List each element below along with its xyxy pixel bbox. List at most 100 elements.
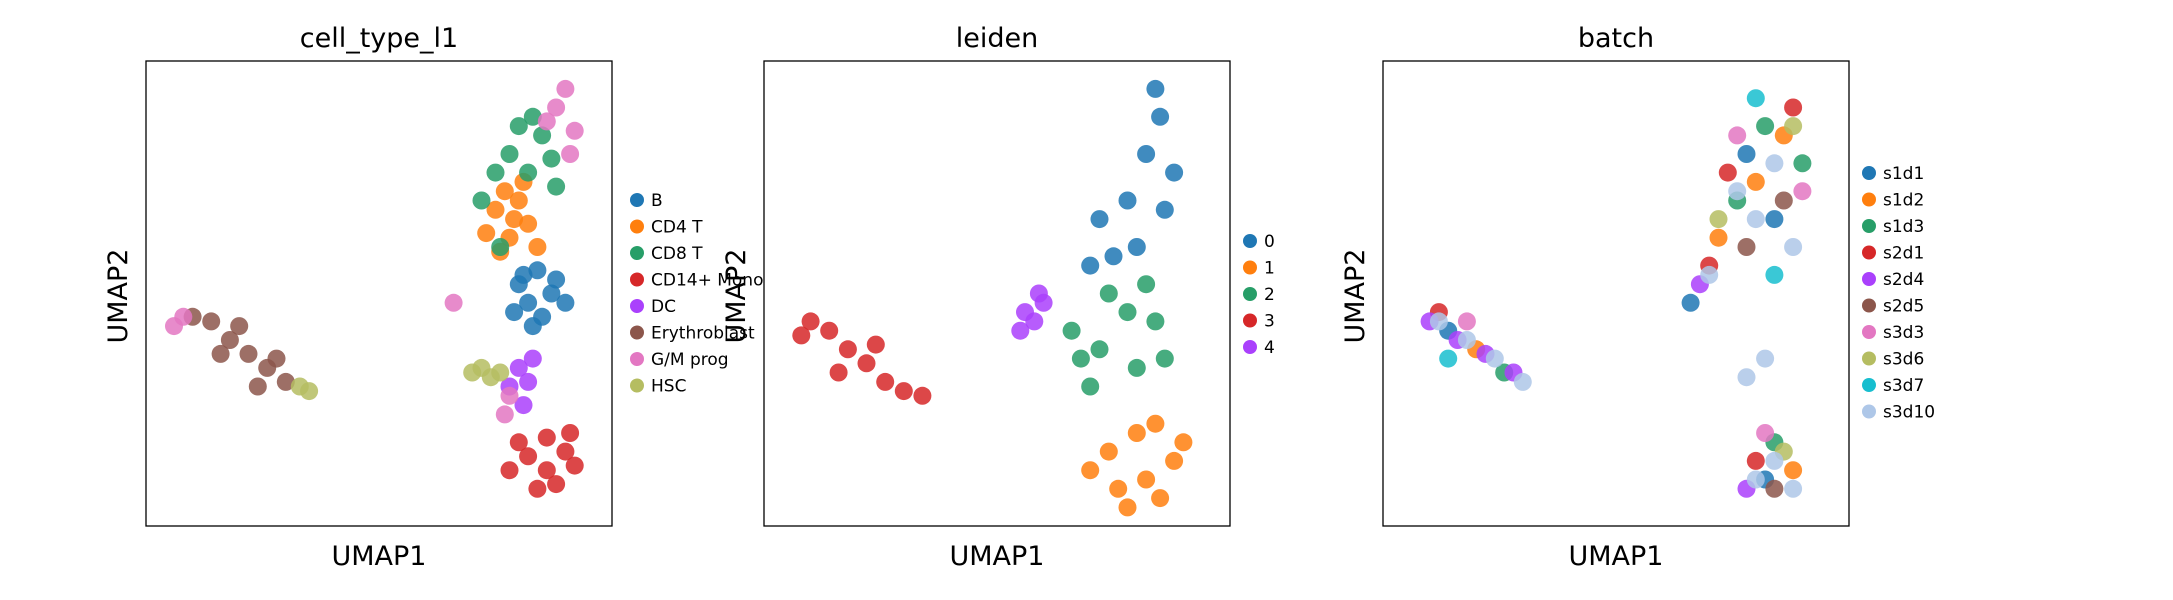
point-cell-type-b-8 <box>556 293 575 312</box>
point-cell-type-dc-1 <box>519 372 538 391</box>
legend-label-batch-s1d3: s1d3 <box>1883 217 1924 237</box>
legend-marker-batch-s1d3 <box>1862 219 1876 233</box>
point-leiden-1-3 <box>1165 451 1184 470</box>
point-batch-s2d5-0 <box>1774 191 1793 210</box>
point-leiden-1-7 <box>1174 433 1193 452</box>
point-leiden-1-0 <box>1081 461 1100 480</box>
point-cell-type-dc-0 <box>509 358 528 377</box>
point-leiden-1-4 <box>1099 442 1118 461</box>
legend-marker-cell-type-dc <box>630 299 644 313</box>
point-cell-type-g-m-prog-7 <box>500 386 519 405</box>
point-leiden-0-5 <box>1104 247 1123 266</box>
point-cell-type-cd8-t-0 <box>500 145 519 163</box>
legend-label-leiden-3: 3 <box>1264 312 1275 332</box>
point-cell-type-cd8-t-4 <box>542 149 561 168</box>
point-leiden-3-8 <box>866 335 885 354</box>
legend-label-batch-s3d10: s3d10 <box>1883 403 1935 423</box>
legend-label-leiden-4: 4 <box>1264 338 1275 358</box>
point-leiden-0-4 <box>1127 238 1146 256</box>
point-leiden-3-7 <box>829 363 848 382</box>
legend-marker-batch-s3d6 <box>1862 351 1876 366</box>
point-leiden-2-7 <box>1099 284 1118 303</box>
point-cell-type-g-m-prog-8 <box>495 405 514 424</box>
point-leiden-3-4 <box>876 372 895 391</box>
point-cell-type-hsc-4 <box>463 363 482 382</box>
point-leiden-0-0 <box>1090 210 1109 229</box>
panel-cell-type: cell_type_l1 UMAP1 UMAP2 B CD4 T CD8 T CD14… <box>103 23 763 572</box>
point-cell-type-cd14-mono-5 <box>547 475 566 494</box>
point-batch-s3d10-11 <box>1457 331 1476 349</box>
point-batch-s3d10-5 <box>1756 349 1775 368</box>
point-batch-s3d7-2 <box>1439 349 1458 368</box>
point-batch-s3d3-0 <box>1728 126 1747 145</box>
point-batch-s1d1-2 <box>1681 293 1700 312</box>
legend-label-cell-type-dc: DC <box>651 297 676 317</box>
point-leiden-1-2 <box>1137 470 1156 489</box>
point-leiden-1-8 <box>1118 498 1137 517</box>
point-leiden-2-5 <box>1127 358 1146 377</box>
point-cell-type-dc-4 <box>514 396 533 415</box>
point-cell-type-cd14-mono-1 <box>537 461 556 480</box>
point-batch-s3d10-10 <box>1429 312 1448 331</box>
point-leiden-3-0 <box>801 312 820 331</box>
point-cell-type-erythroblast-6 <box>211 344 230 363</box>
point-batch-s3d10-0 <box>1746 210 1765 229</box>
legend-label-batch-s3d3: s3d3 <box>1883 323 1924 343</box>
legend-label-leiden-1: 1 <box>1264 259 1275 279</box>
point-leiden-1-1 <box>1109 479 1128 498</box>
point-cell-type-erythroblast-1 <box>220 331 239 349</box>
point-leiden-3-1 <box>820 321 839 340</box>
point-batch-s2d5-1 <box>1737 238 1756 256</box>
point-batch-s3d3-2 <box>1457 312 1476 331</box>
point-leiden-2-2 <box>1118 303 1137 322</box>
point-batch-s3d10-3 <box>1784 238 1803 256</box>
point-batch-s3d10-1 <box>1765 154 1784 173</box>
panel-title-leiden: leiden <box>956 23 1038 54</box>
point-batch-s3d10-6 <box>1737 368 1756 387</box>
point-cell-type-cd4-t-7 <box>505 210 524 229</box>
point-cell-type-cd8-t-9 <box>491 238 510 256</box>
legend-label-batch-s2d1: s2d1 <box>1883 244 1924 264</box>
point-leiden-0-2 <box>1137 145 1156 163</box>
points-batch <box>1420 89 1812 498</box>
legend-marker-batch-s2d4 <box>1862 272 1876 286</box>
legend-label-batch-s1d1: s1d1 <box>1883 164 1924 184</box>
point-cell-type-erythroblast-0 <box>202 312 221 331</box>
point-batch-s1d2-2 <box>1709 228 1728 247</box>
point-batch-s3d10-4 <box>1700 265 1719 284</box>
point-batch-s1d2-3 <box>1784 461 1803 480</box>
y-axis-label-cell-type: UMAP2 <box>103 249 134 344</box>
point-batch-s2d1-1 <box>1784 98 1803 117</box>
x-axis-label-batch: UMAP1 <box>1569 541 1664 572</box>
point-cell-type-cd14-mono-8 <box>537 428 556 447</box>
legend-label-cell-type-b: B <box>651 191 663 211</box>
point-leiden-3-6 <box>792 326 811 345</box>
point-batch-s1d1-0 <box>1737 145 1756 163</box>
point-cell-type-cd4-t-0 <box>486 200 505 219</box>
point-cell-type-cd14-mono-4 <box>528 479 547 498</box>
point-cell-type-cd4-t-4 <box>495 182 514 201</box>
point-batch-s3d10-12 <box>1485 349 1504 368</box>
legend-label-cell-type-cd14-mono: CD14+ Mono <box>651 271 763 291</box>
points-leiden <box>792 79 1193 517</box>
point-cell-type-g-m-prog-3 <box>537 112 556 131</box>
legend-marker-cell-type-cd8-t <box>630 246 644 260</box>
x-axis-label-leiden: UMAP1 <box>950 541 1045 572</box>
point-leiden-2-1 <box>1090 340 1109 359</box>
point-cell-type-erythroblast-4 <box>276 372 295 391</box>
point-leiden-2-8 <box>1137 275 1156 294</box>
point-leiden-3-5 <box>894 382 913 401</box>
point-cell-type-g-m-prog-0 <box>547 98 566 117</box>
point-cell-type-erythroblast-9 <box>267 349 286 368</box>
point-cell-type-g-m-prog-4 <box>561 145 580 163</box>
legend-marker-batch-s3d7 <box>1862 378 1876 392</box>
point-cell-type-g-m-prog-6 <box>174 307 193 326</box>
y-axis-label-leiden: UMAP2 <box>721 249 752 344</box>
point-cell-type-cd4-t-3 <box>519 214 538 233</box>
legend-label-batch-s2d4: s2d4 <box>1883 270 1924 290</box>
panel-leiden: leiden UMAP1 UMAP2 0 1 2 3 4 <box>721 23 1275 572</box>
plot-frame-leiden <box>763 60 1231 527</box>
point-leiden-2-0 <box>1062 321 1081 340</box>
point-cell-type-cd8-t-1 <box>519 163 538 182</box>
point-leiden-0-3 <box>1151 107 1170 126</box>
